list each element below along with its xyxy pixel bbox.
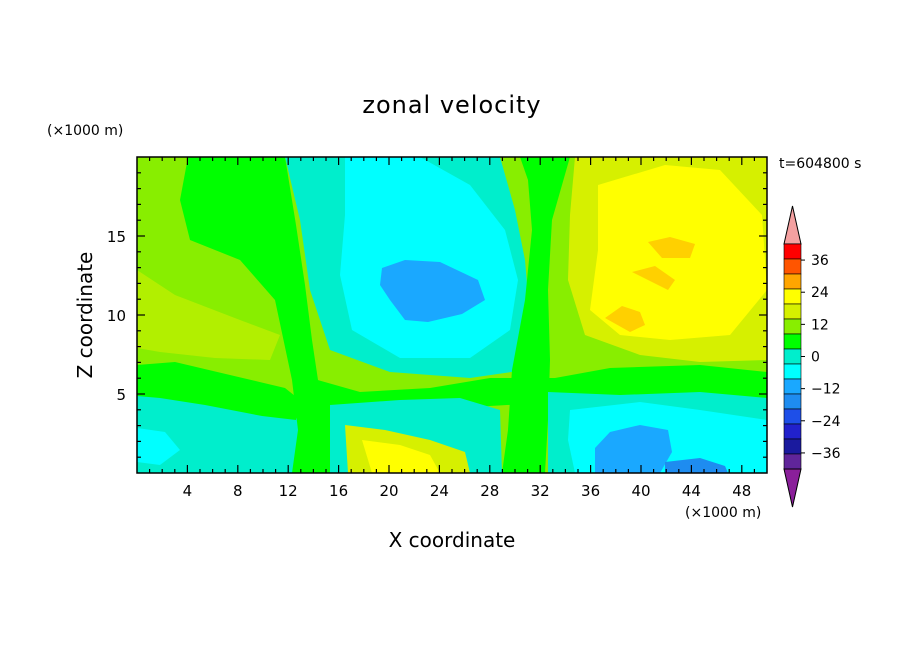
colorbar-tick-label: −12	[811, 382, 841, 398]
colorbar-tick-label: 24	[811, 285, 829, 301]
colorbar-tick-label: 0	[811, 350, 820, 366]
colorbar-swatch	[783, 288, 802, 305]
x-unit-label: (×1000 m)	[685, 505, 761, 521]
colorbar-swatch	[783, 393, 802, 410]
x-tick-label: 32	[531, 482, 550, 500]
colorbar-swatch	[783, 363, 802, 380]
colorbar-swatch	[783, 408, 802, 425]
x-tick-label: 36	[581, 482, 600, 500]
colorbar-swatch	[783, 303, 802, 320]
colorbar-swatch	[783, 318, 802, 335]
colorbar-over-triangle	[783, 205, 802, 245]
colorbar-swatch	[783, 333, 802, 350]
colorbar-tick-label: 36	[811, 253, 829, 269]
contour-right-orange-mid	[632, 266, 675, 290]
x-tick-label: 44	[682, 482, 701, 500]
colorbar-swatch	[783, 423, 802, 440]
y-tick-label: 10	[107, 307, 126, 325]
contour-left-green-band	[137, 362, 300, 420]
x-tick-label: 4	[183, 482, 193, 500]
x-axis-title: X coordinate	[389, 528, 516, 552]
y-tick-label: 5	[116, 386, 126, 404]
x-tick-label: 16	[329, 482, 348, 500]
contour-bottom-right-blue	[665, 458, 728, 473]
time-label: t=604800 s	[779, 156, 861, 172]
colorbar: 36 24 12 0 −12 −24 −36	[783, 205, 841, 508]
x-tick-label: 24	[430, 482, 449, 500]
x-tick-label: 12	[279, 482, 298, 500]
chart-title: zonal velocity	[362, 91, 541, 119]
y-axis-title: Z coordinate	[73, 252, 97, 379]
contour-bottom-center-yellow	[362, 440, 440, 473]
colorbar-swatch	[783, 258, 802, 275]
colorbar-tick-label: −36	[811, 446, 841, 462]
colorbar-under-triangle	[783, 468, 802, 508]
colorbar-swatch	[783, 273, 802, 290]
colorbar-tick-label: 12	[811, 317, 829, 333]
x-axis: 4 8 12 16 20 24 28 32 36 40 44 48	[149, 157, 756, 500]
contour-right-orange-lower	[605, 306, 645, 332]
contour-bottom-right-light-blue	[595, 425, 672, 473]
x-tick-label: 28	[480, 482, 499, 500]
x-tick-label: 8	[233, 482, 243, 500]
y-axis: 5 10 15	[107, 172, 767, 458]
colorbar-swatch	[783, 348, 802, 365]
colorbar-tick-label: −24	[811, 414, 841, 430]
x-tick-label: 20	[379, 482, 398, 500]
contour-diagonal-green-band	[180, 157, 345, 473]
y-tick-label: 15	[107, 228, 126, 246]
x-tick-label: 40	[631, 482, 650, 500]
y-unit-label: (×1000 m)	[47, 123, 123, 139]
colorbar-swatch	[783, 243, 802, 260]
contour-right-orange-upper	[648, 237, 695, 258]
contour-left-bottom-cyan	[137, 428, 180, 465]
contour-field	[137, 157, 767, 473]
x-tick-label: 48	[732, 482, 751, 500]
contour-vertical-green-column	[502, 157, 570, 473]
colorbar-swatch	[783, 438, 802, 455]
contour-central-light-blue	[380, 260, 485, 322]
contour-central-cyan	[340, 157, 518, 358]
colorbar-swatch	[783, 453, 802, 470]
contour-left-light-green	[137, 270, 280, 360]
colorbar-swatch	[783, 378, 802, 395]
